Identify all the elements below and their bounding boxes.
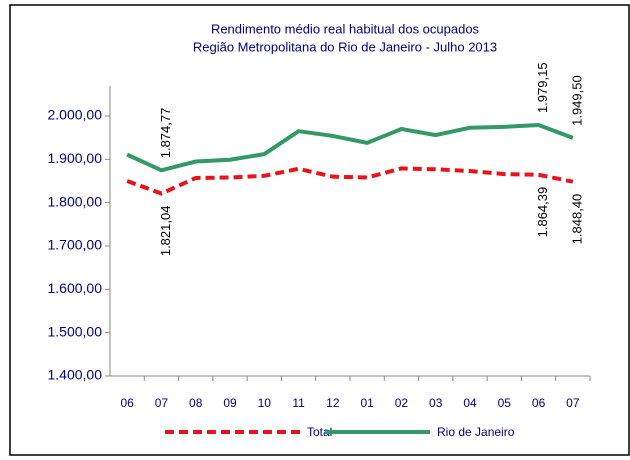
x-tick-label: 06 (532, 396, 546, 410)
y-tick-label: 1.900,00 (48, 150, 103, 166)
x-tick-label: 07 (566, 396, 580, 410)
y-tick-label: 1.700,00 (48, 237, 103, 253)
chart-subtitle: Região Metropolitana do Rio de Janeiro -… (193, 39, 497, 54)
y-tick-label: 1.400,00 (48, 367, 103, 383)
y-tick-label: 2.000,00 (48, 107, 103, 123)
x-tick-label: 09 (223, 396, 237, 410)
x-tick-label: 01 (360, 396, 374, 410)
legend-label: Total (307, 425, 332, 439)
chart-title: Rendimento médio real habitual dos ocupa… (211, 21, 480, 36)
data-label: 1.979,15 (535, 62, 550, 113)
x-tick-label: 10 (258, 396, 272, 410)
legend-label: Rio de Janeiro (437, 425, 515, 439)
data-line (126, 166, 574, 196)
x-tick-label: 06 (120, 396, 134, 410)
y-tick-label: 1.500,00 (48, 323, 103, 339)
data-label: 1.949,50 (569, 75, 584, 126)
x-tick-label: 11 (292, 396, 305, 410)
chart-frame (9, 4, 630, 456)
data-label: 1.821,04 (158, 206, 173, 257)
data-label: 1.874,77 (158, 108, 173, 159)
x-tick-label: 02 (395, 396, 409, 410)
x-tick-label: 12 (326, 396, 340, 410)
x-tick-label: 08 (189, 396, 203, 410)
x-tick-label: 04 (463, 396, 477, 410)
x-tick-label: 07 (155, 396, 169, 410)
x-tick-label: 03 (429, 396, 443, 410)
y-tick-label: 1.600,00 (48, 280, 103, 296)
x-tick-label: 05 (498, 396, 512, 410)
data-line (126, 123, 574, 173)
y-tick-label: 1.800,00 (48, 193, 103, 209)
data-label: 1.864,39 (535, 187, 550, 238)
data-label: 1.848,40 (569, 194, 584, 245)
